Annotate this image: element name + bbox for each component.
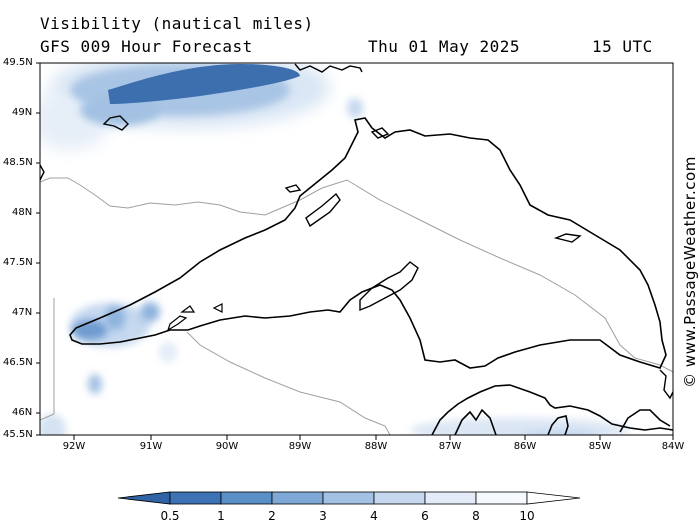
- colorbar-label: 6: [421, 509, 429, 523]
- lat-label: 49N: [12, 107, 33, 118]
- lon-label: 88W: [364, 441, 388, 452]
- colorbar-seg-6: [424, 491, 477, 505]
- keweenaw-shore: [359, 261, 419, 312]
- lon-label: 85W: [588, 441, 612, 452]
- colorbar-seg-0: [117, 491, 171, 505]
- island: [284, 184, 302, 193]
- coastline: [431, 384, 673, 435]
- lat-label: 47.5N: [3, 257, 33, 268]
- island: [370, 127, 390, 139]
- lake-superior-shore: [69, 117, 667, 369]
- lat-label: 47N: [12, 307, 33, 318]
- forecast-date: Thu 01 May 2025: [368, 37, 520, 56]
- colorbar-label: 0.5: [160, 509, 180, 523]
- colorbar-seg-8: [526, 491, 581, 505]
- colorbar-label: 2: [268, 509, 276, 523]
- lon-label: 91W: [139, 441, 163, 452]
- vis-mid-area: [72, 320, 108, 340]
- colorbar-seg-2: [220, 491, 273, 505]
- lat-label: 46N: [12, 407, 33, 418]
- coastline: [659, 369, 673, 400]
- colorbar-label: 1: [217, 509, 225, 523]
- colorbar-seg-7: [475, 491, 528, 505]
- lat-label: 49.5N: [3, 57, 33, 68]
- forecast-label: GFS 009 Hour Forecast: [40, 37, 253, 56]
- colorbar-seg-3: [271, 491, 324, 505]
- island: [166, 315, 188, 332]
- colorbar-label: 4: [370, 509, 378, 523]
- state-border: [186, 331, 391, 435]
- vis-light-area: [88, 374, 102, 394]
- vis-dark-area: [108, 64, 300, 104]
- vis-light-area: [159, 342, 177, 362]
- colorbar: [117, 491, 581, 505]
- lon-label: 89W: [288, 441, 312, 452]
- coastlines: [40, 63, 673, 435]
- lat-label: 48N: [12, 207, 33, 218]
- state-border: [40, 298, 55, 421]
- colorbar-label: 8: [472, 509, 480, 523]
- vis-light-area: [410, 418, 630, 435]
- lon-label: 92W: [62, 441, 86, 452]
- colorbar-seg-5: [373, 491, 426, 505]
- vis-dark-area: [347, 98, 363, 118]
- lon-ticks: [73, 435, 674, 440]
- vis-light-area: [40, 414, 66, 435]
- island: [553, 233, 582, 243]
- lon-label: 86W: [513, 441, 537, 452]
- plot-frame: [39, 62, 674, 436]
- credit-watermark: © www.PassageWeather.com: [681, 156, 699, 388]
- lon-label: 90W: [215, 441, 239, 452]
- lat-label: 45.5N: [3, 429, 33, 440]
- colorbar-label: 3: [319, 509, 327, 523]
- forecast-time: 15 UTC: [592, 37, 653, 56]
- coastline: [102, 115, 129, 131]
- border-line: [40, 177, 673, 373]
- lat-label: 48.5N: [3, 157, 33, 168]
- vis-mid-area: [105, 306, 125, 330]
- lon-label: 87W: [438, 441, 462, 452]
- vis-light-area: [520, 430, 600, 435]
- visibility-shading: [40, 63, 630, 435]
- lon-label: 84W: [661, 441, 685, 452]
- island: [180, 305, 196, 313]
- coastline: [619, 409, 671, 433]
- colorbar-seg-1: [169, 491, 222, 505]
- lat-ticks: [36, 62, 40, 436]
- lat-label: 46.5N: [3, 357, 33, 368]
- map-title: Visibility (nautical miles): [40, 14, 314, 33]
- vis-mid-area: [140, 302, 160, 322]
- colorbar-seg-4: [322, 491, 375, 505]
- coastline: [40, 164, 45, 181]
- colorbar-label: 10: [519, 509, 535, 523]
- island: [212, 303, 223, 313]
- isle-royale: [305, 192, 341, 228]
- coastline: [294, 63, 363, 73]
- coastline: [454, 408, 497, 435]
- coastline: [547, 415, 569, 435]
